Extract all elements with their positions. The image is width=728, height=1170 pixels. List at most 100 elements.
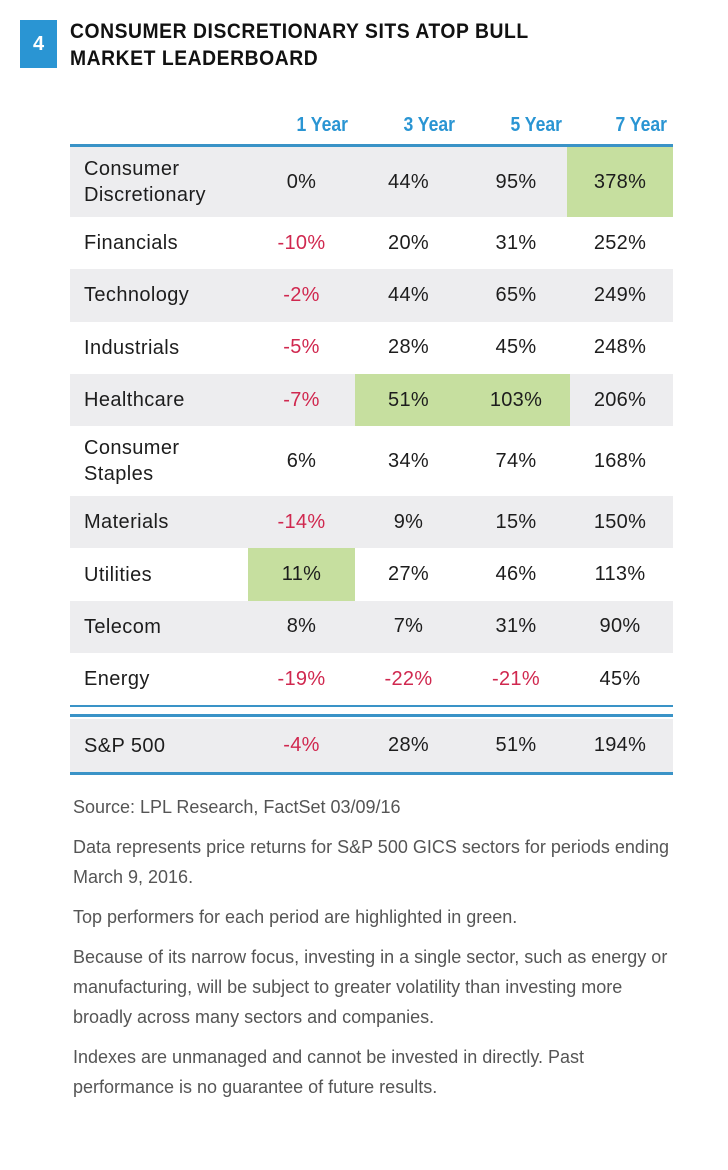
table-row: Consumer Discretionary 0% 44% 95% 378% xyxy=(70,147,673,217)
value-cell: 51% xyxy=(355,373,462,427)
value-cell: 20% xyxy=(388,231,429,254)
sector-label-line: Technology xyxy=(84,284,190,307)
value-cell: 194% xyxy=(593,734,647,757)
figure-title-line1: CONSUMER DISCRETIONARY SITS ATOP BULL xyxy=(70,20,529,43)
value-cell: 44% xyxy=(388,283,429,306)
value-cell: -19% xyxy=(277,667,326,690)
sector-label: Materials xyxy=(84,509,169,535)
sector-label-line: Staples xyxy=(84,463,154,486)
table-row: Energy -19% -22% -21% 45% xyxy=(70,653,673,705)
benchmark-row: S&P 500 -4% 28% 51% 194% xyxy=(70,719,673,772)
table-body: Consumer Discretionary 0% 44% 95% 378% Financi… xyxy=(70,147,673,705)
value-cell: 34% xyxy=(388,449,429,472)
figure-title: CONSUMER DISCRETIONARY SITS ATOP BULL MA… xyxy=(70,18,529,72)
sector-label: Financials xyxy=(84,230,178,256)
sector-label: Industrials xyxy=(84,335,180,361)
value-cell: 45% xyxy=(495,336,537,359)
value-cell: 11% xyxy=(248,548,355,601)
sector-label-line: Industrials xyxy=(84,336,180,359)
footer-rule xyxy=(70,771,673,775)
sector-label-line: Discretionary xyxy=(84,184,206,206)
value-cell: 150% xyxy=(593,510,647,533)
value-cell: 31% xyxy=(495,231,537,254)
sector-label-line: Utilities xyxy=(84,563,153,586)
value-cell: 28% xyxy=(388,336,429,359)
column-header-1yr: 1 Year xyxy=(296,114,348,136)
value-cell: 44% xyxy=(388,170,429,193)
value-cell: -7% xyxy=(283,388,320,411)
value-cell: -21% xyxy=(492,667,540,690)
column-header-5yr: 5 Year xyxy=(510,114,562,136)
sector-label-line: Financials xyxy=(84,232,179,255)
sector-label-line: Energy xyxy=(84,668,150,691)
benchmark-divider xyxy=(70,705,673,719)
value-cell: 7% xyxy=(393,615,424,638)
sector-label-line: Healthcare xyxy=(84,389,185,412)
highlight-note: Top performers for each period are highl… xyxy=(73,907,518,927)
value-cell: 0% xyxy=(286,170,317,193)
value-cell: 252% xyxy=(593,231,647,254)
sector-label: Telecom xyxy=(84,614,161,640)
value-cell: 8% xyxy=(286,615,317,638)
sector-label-line: Consumer xyxy=(84,158,180,180)
table-header: 1 Year 3 Year 5 Year 7 Year xyxy=(70,108,673,144)
sector-label: S&P 500 xyxy=(84,733,165,759)
value-cell: 65% xyxy=(495,283,537,306)
value-cell: 206% xyxy=(593,388,647,411)
value-cell: 90% xyxy=(599,615,641,638)
sector-label: Consumer Discretionary xyxy=(84,156,206,208)
value-cell: -2% xyxy=(283,283,320,306)
value-cell: 168% xyxy=(593,449,647,472)
notes: Source: LPL Research, FactSet 03/09/16 D… xyxy=(73,792,673,1112)
value-cell: 45% xyxy=(599,667,641,690)
sector-label-line: Telecom xyxy=(84,615,162,638)
leaderboard-table: 1 Year 3 Year 5 Year 7 Year Consumer Disc… xyxy=(70,108,673,775)
value-cell: -10% xyxy=(277,231,326,254)
value-cell: 113% xyxy=(594,563,646,586)
value-cell: 27% xyxy=(388,563,429,586)
value-cell: 51% xyxy=(495,734,537,757)
table-row: Utilities 11% 27% 46% 113% xyxy=(70,548,673,601)
value-cell: 6% xyxy=(286,449,317,472)
value-cell: 95% xyxy=(495,170,537,193)
value-cell: -5% xyxy=(283,336,320,359)
table-row: Healthcare -7% 51% 103% 206% xyxy=(70,373,673,427)
table-row: Financials -10% 20% 31% 252% xyxy=(70,217,673,269)
table-row: Industrials -5% 28% 45% 248% xyxy=(70,322,673,374)
value-cell: 103% xyxy=(462,373,570,427)
value-cell: 249% xyxy=(593,283,647,306)
benchmark-section: S&P 500 -4% 28% 51% 194% xyxy=(70,719,673,772)
sector-label: Technology xyxy=(84,282,189,308)
risk-disclosure: Because of its narrow focus, investing i… xyxy=(73,947,668,1027)
value-cell: 378% xyxy=(567,147,673,217)
sector-label: Energy xyxy=(84,666,150,692)
table-row: Telecom 8% 7% 31% 90% xyxy=(70,600,673,654)
value-cell: 15% xyxy=(495,510,537,533)
value-cell: -22% xyxy=(384,667,433,690)
sector-label-line: Materials xyxy=(84,511,169,534)
value-cell: -4% xyxy=(283,734,320,757)
value-cell: -14% xyxy=(277,510,326,533)
index-disclosure: Indexes are unmanaged and cannot be inve… xyxy=(73,1047,584,1097)
sector-label: Healthcare xyxy=(84,387,185,413)
value-cell: 31% xyxy=(495,615,537,638)
value-cell: 74% xyxy=(495,449,537,472)
sector-label-line: Consumer xyxy=(84,437,180,460)
value-cell: 28% xyxy=(388,734,429,757)
table-row: Technology -2% 44% 65% 249% xyxy=(70,269,673,322)
figure-title-line2: MARKET LEADERBOARD xyxy=(70,47,319,70)
value-cell: 46% xyxy=(495,563,537,586)
sector-label: Consumer Staples xyxy=(84,435,179,487)
figure-number-badge: 4 xyxy=(20,20,57,68)
value-cell: 248% xyxy=(593,336,647,359)
value-cell: 9% xyxy=(393,510,424,533)
table-row: Consumer Staples 6% 34% 74% 168% xyxy=(70,426,673,496)
column-header-3yr: 3 Year xyxy=(403,114,455,136)
data-note: Data represents price returns for S&P 50… xyxy=(73,837,669,887)
table-row: Materials -14% 9% 15% 150% xyxy=(70,496,673,549)
source-note: Source: LPL Research, FactSet 03/09/16 xyxy=(73,797,401,817)
column-header-7yr: 7 Year xyxy=(615,114,667,136)
header-rule xyxy=(70,144,673,147)
sector-label-line: S&P 500 xyxy=(84,734,166,757)
sector-label: Utilities xyxy=(84,562,152,588)
